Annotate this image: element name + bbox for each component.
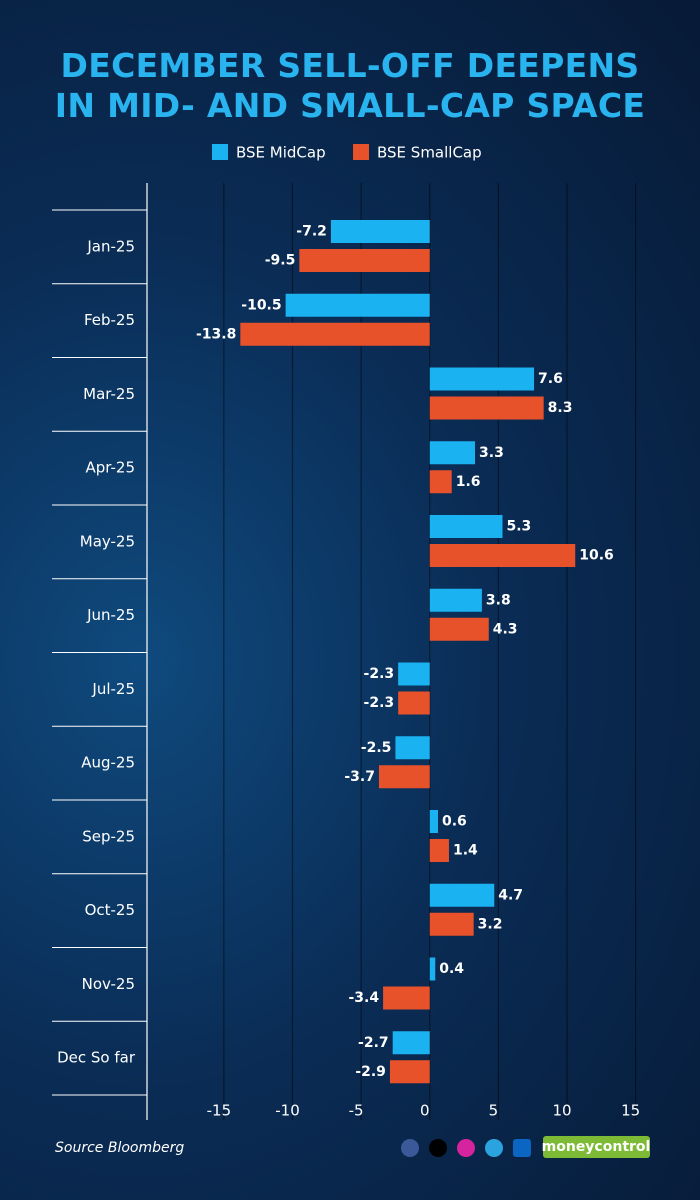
bar (429, 396, 544, 420)
value-label: -10.5 (241, 297, 281, 313)
bar (383, 986, 430, 1010)
value-label: -9.5 (265, 253, 296, 269)
y-tick-label: Mar-25 (83, 385, 135, 403)
bar (429, 470, 452, 494)
value-label: -3.7 (344, 769, 375, 785)
bar (398, 662, 430, 686)
value-label: 3.2 (478, 916, 503, 932)
bar (429, 515, 503, 538)
value-label: 8.3 (548, 400, 573, 416)
bar (429, 441, 476, 465)
value-label: 4.3 (493, 621, 518, 637)
value-label: 7.6 (538, 371, 563, 387)
bar (429, 839, 449, 862)
value-label: -2.3 (364, 666, 395, 682)
y-tick-label: Sep-25 (82, 827, 135, 845)
legend-label: BSE MidCap (236, 144, 326, 162)
bar (240, 322, 430, 346)
value-label: -13.8 (196, 326, 236, 342)
value-label: -2.5 (361, 740, 392, 756)
bar (429, 588, 482, 612)
brand-box (543, 1136, 650, 1158)
source: Source Bloomberg (55, 1140, 184, 1156)
value-label: 1.6 (456, 474, 481, 490)
value-label: 3.3 (479, 445, 504, 461)
social-icons (401, 1139, 531, 1157)
x-tick-label: 15 (621, 1102, 640, 1120)
legend-swatch (212, 144, 228, 160)
value-label: 5.3 (506, 519, 531, 535)
bar (429, 810, 438, 833)
bar (429, 617, 489, 641)
bar (429, 367, 535, 391)
bar (389, 1060, 430, 1084)
chart-title: DECEMBER SELL-OFF DEEPENS IN MID- AND SM… (54, 46, 646, 125)
value-label: -2.3 (364, 695, 395, 711)
value-label: -7.2 (296, 224, 327, 240)
bar (429, 957, 436, 981)
y-tick-label: Dec So far (57, 1049, 136, 1067)
y-tick-label: Jun-25 (86, 606, 135, 624)
bar (429, 883, 495, 907)
x-tick-label: 0 (420, 1102, 430, 1120)
value-label: -2.9 (355, 1064, 386, 1080)
bar (378, 765, 430, 789)
y-tick-label: Feb-25 (84, 311, 135, 329)
y-tick-label: Apr-25 (86, 459, 136, 477)
value-label: -3.4 (348, 990, 379, 1006)
y-tick-label: Aug-25 (81, 754, 135, 772)
value-label: 4.7 (498, 887, 523, 903)
bar (392, 1031, 430, 1055)
value-label: 0.4 (439, 961, 464, 977)
y-tick-label: Jul-25 (91, 680, 135, 698)
bar (429, 912, 474, 936)
bar (395, 736, 430, 760)
value-label: 10.6 (579, 548, 614, 564)
value-label: 0.6 (442, 814, 467, 830)
bar (330, 220, 430, 243)
bar (398, 691, 430, 715)
x-tick-label: -15 (207, 1102, 232, 1120)
bar (429, 544, 576, 567)
x-tick-label: -5 (349, 1102, 364, 1120)
value-label: 3.8 (486, 592, 511, 608)
value-label: 1.4 (453, 843, 478, 859)
value-label: -2.7 (358, 1035, 389, 1051)
brand: moneycontrol (542, 1139, 651, 1155)
y-tick-label: Oct-25 (85, 901, 135, 919)
legend-swatch (353, 144, 369, 160)
bar (299, 249, 430, 272)
y-tick-label: May-25 (80, 532, 135, 550)
y-tick-label: Jan-25 (86, 237, 135, 255)
bar (285, 293, 430, 317)
y-tick-label: Nov-25 (82, 975, 135, 993)
legend-label: BSE SmallCap (377, 144, 482, 162)
x-tick-label: 5 (489, 1102, 499, 1120)
x-tick-label: 10 (552, 1102, 571, 1120)
x-tick-label: -10 (275, 1102, 300, 1120)
